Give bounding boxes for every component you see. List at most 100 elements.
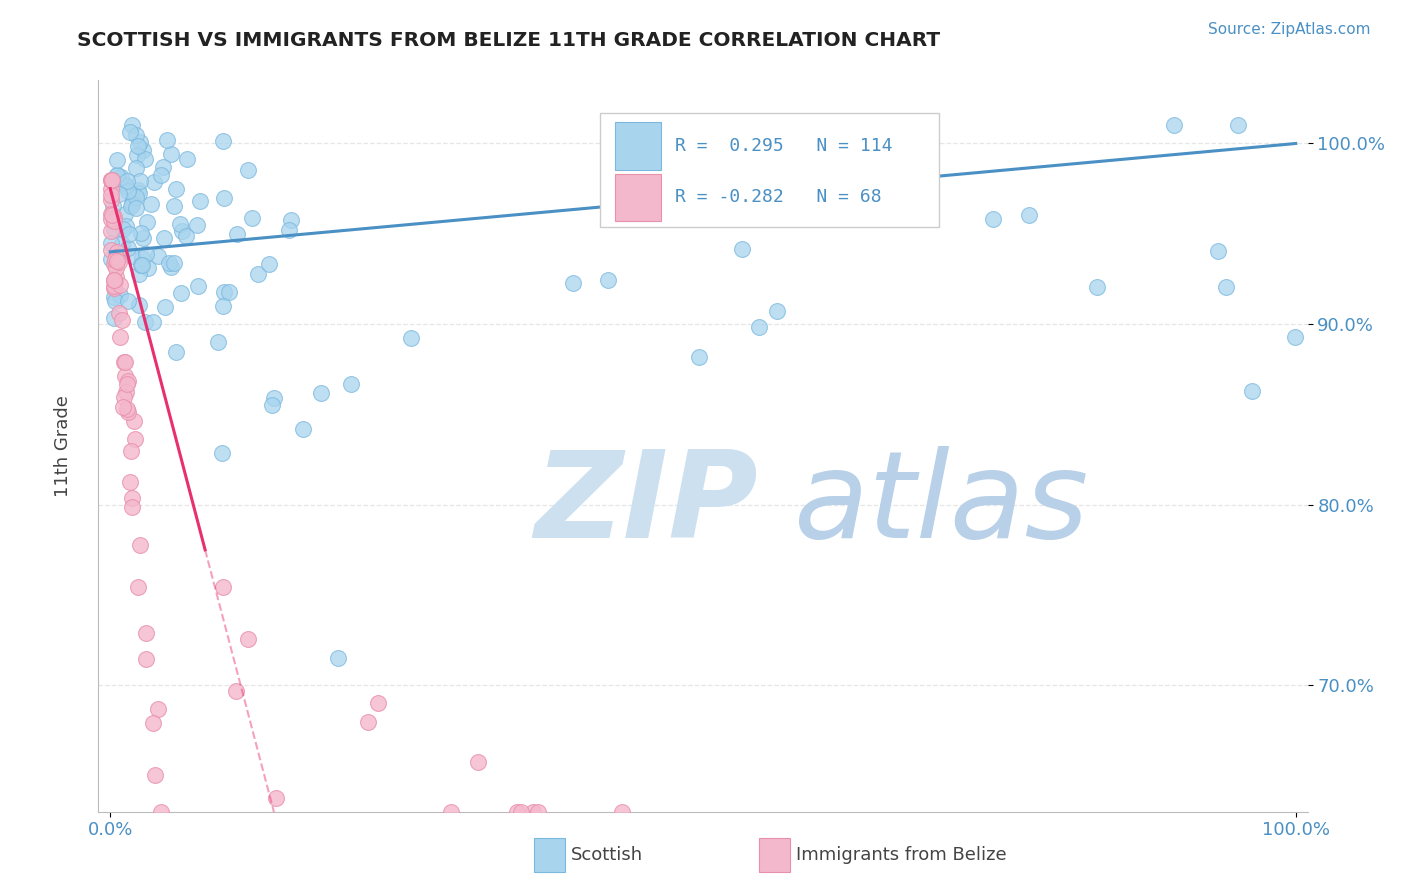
Point <box>103 222 125 236</box>
Text: Source: ZipAtlas.com: Source: ZipAtlas.com <box>1208 22 1371 37</box>
Point <box>1085 280 1108 294</box>
Text: atlas: atlas <box>793 446 1090 563</box>
Point <box>311 385 333 400</box>
Point <box>340 376 363 391</box>
Text: Immigrants from Belize: Immigrants from Belize <box>796 847 1007 864</box>
Point <box>115 219 138 234</box>
Point <box>278 222 301 236</box>
Point <box>103 279 125 293</box>
Point <box>121 249 143 263</box>
Point <box>115 174 138 188</box>
Point <box>121 491 143 506</box>
Point <box>211 135 233 149</box>
Point <box>207 334 229 349</box>
Point <box>136 215 159 229</box>
Point <box>127 138 149 153</box>
Point <box>100 194 122 208</box>
Point <box>110 330 132 344</box>
Point <box>1215 280 1237 294</box>
Point <box>134 152 156 166</box>
Point <box>125 161 148 175</box>
Point <box>124 128 146 143</box>
Point <box>112 355 135 369</box>
Point <box>765 304 787 318</box>
Point <box>115 402 138 417</box>
Point <box>163 256 186 270</box>
Point <box>135 626 157 640</box>
Point <box>104 261 127 276</box>
Point <box>174 228 197 243</box>
Point <box>127 183 149 197</box>
Point <box>108 186 131 201</box>
Point <box>136 261 159 276</box>
Point <box>159 260 181 274</box>
Point <box>731 242 754 256</box>
Point <box>129 227 152 241</box>
Point <box>101 208 124 222</box>
FancyBboxPatch shape <box>600 113 939 227</box>
Point <box>105 252 128 266</box>
Point <box>1018 208 1040 222</box>
Point <box>165 182 187 196</box>
Point <box>117 374 139 388</box>
Point <box>526 805 548 819</box>
Point <box>170 285 193 300</box>
Point <box>125 190 148 204</box>
Point <box>357 715 380 730</box>
Point <box>100 172 122 186</box>
Point <box>105 168 128 182</box>
Text: R = -0.282   N = 68: R = -0.282 N = 68 <box>675 188 882 206</box>
Point <box>111 236 134 251</box>
Point <box>1226 119 1249 133</box>
Point <box>103 256 125 270</box>
Text: 11th Grade: 11th Grade <box>55 395 72 497</box>
Point <box>129 135 152 149</box>
Point <box>156 133 179 147</box>
Point <box>188 194 211 208</box>
Point <box>280 212 302 227</box>
Point <box>111 221 134 235</box>
Point <box>176 153 198 167</box>
Point <box>467 755 489 769</box>
Point <box>127 580 149 594</box>
Point <box>120 199 142 213</box>
Point <box>122 192 145 206</box>
Point <box>131 252 153 266</box>
Point <box>114 207 136 221</box>
Point <box>103 280 125 294</box>
Point <box>152 161 174 175</box>
Point <box>981 212 1004 227</box>
Point <box>134 315 156 329</box>
Point <box>748 320 770 334</box>
Point <box>108 278 131 293</box>
Point <box>264 791 287 805</box>
Point <box>112 390 135 404</box>
Point <box>148 702 170 716</box>
Point <box>108 255 131 269</box>
Point <box>169 217 191 231</box>
Point <box>1206 244 1229 259</box>
Point <box>153 300 176 314</box>
Point <box>510 805 533 819</box>
Point <box>120 125 142 139</box>
Point <box>124 432 146 446</box>
Point <box>132 231 155 245</box>
Point <box>211 446 233 460</box>
Point <box>522 805 544 819</box>
Point <box>104 294 127 309</box>
Point <box>163 199 186 213</box>
Bar <box>614 174 661 221</box>
Point <box>143 768 166 782</box>
Point <box>117 241 139 255</box>
Point <box>135 652 157 666</box>
Point <box>120 444 142 458</box>
Point <box>160 147 183 161</box>
Point <box>105 253 128 268</box>
Point <box>598 272 620 286</box>
Point <box>153 231 176 245</box>
Point <box>115 376 138 391</box>
Point <box>103 290 125 304</box>
Point <box>121 119 143 133</box>
Point <box>100 252 122 266</box>
Point <box>186 219 208 233</box>
